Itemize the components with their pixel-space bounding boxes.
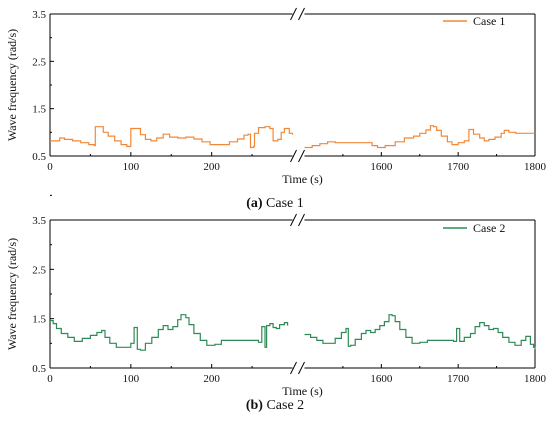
axis-break-mark-bottom-0 (290, 149, 297, 163)
x-tick-label: 200 (203, 373, 220, 385)
y-tick-label: 0.5 (32, 363, 46, 375)
x-axis-label: Time (s) (282, 384, 323, 398)
caption-a-letter: (a) (246, 196, 263, 211)
x-tick-label: 100 (123, 373, 140, 385)
axis-break-mark-top-1 (298, 7, 305, 21)
x-tick-label: 0 (47, 161, 53, 173)
y-tick-label: 1.5 (32, 314, 46, 326)
series-line-1-seg-1 (304, 314, 536, 350)
x-tick-label: 1800 (524, 373, 547, 385)
legend-label: Case 1 (473, 14, 505, 28)
caption-b-text: Case 2 (262, 398, 305, 413)
y-tick-label: 0.5 (32, 151, 46, 163)
x-tick-label: 100 (123, 161, 140, 173)
x-tick-label: 1600 (370, 161, 393, 173)
series-line-1-seg-0 (50, 314, 289, 351)
caption-b-letter: (b) (245, 398, 263, 413)
y-tick-label: 1.5 (32, 104, 46, 116)
y-axis-label: Wave frequency (rad/s) (5, 238, 19, 350)
axis-break-mark-bottom-1 (298, 361, 305, 375)
x-tick-label: 1600 (370, 373, 393, 385)
y-tick-label: 2.5 (32, 56, 46, 68)
caption-a-text: Case 1 (262, 196, 304, 211)
legend-label: Case 2 (473, 221, 505, 235)
axis-break-mark-bottom-1 (298, 149, 305, 163)
y-tick-label: 3.5 (32, 215, 46, 227)
x-tick-label: 1700 (447, 373, 470, 385)
x-tick-label: 1700 (447, 161, 470, 173)
y-tick-label: 2.5 (32, 264, 46, 276)
x-tick-label: 1800 (524, 161, 547, 173)
axis-break-mark-bottom-0 (290, 361, 297, 375)
series-line-1-seg-1 (304, 125, 535, 149)
chart-panel-0: 0.5 1.5 2.5 3.5 0 100 200 1600 1700 1800 Time (s) W… (5, 7, 547, 186)
caption-b: (b) Case 2 (0, 398, 550, 414)
caption-a: (a) Case 1 (0, 196, 550, 212)
axis-break-mark-top-0 (290, 7, 297, 21)
chart-panel-1: 0.5 1.5 2.5 3.5 0 100 200 1600 1700 1800 Time (s) W… (5, 194, 547, 398)
series-line-1-seg-0 (50, 126, 294, 149)
axis-break-mark-top-1 (298, 213, 305, 227)
x-tick-label: 0 (47, 373, 53, 385)
y-tick-label: 3.5 (32, 9, 46, 21)
y-axis-label: Wave frequency (rad/s) (5, 29, 19, 141)
x-axis-label: Time (s) (282, 172, 323, 186)
x-tick-label: 200 (203, 161, 220, 173)
axis-break-mark-top-0 (290, 213, 297, 227)
